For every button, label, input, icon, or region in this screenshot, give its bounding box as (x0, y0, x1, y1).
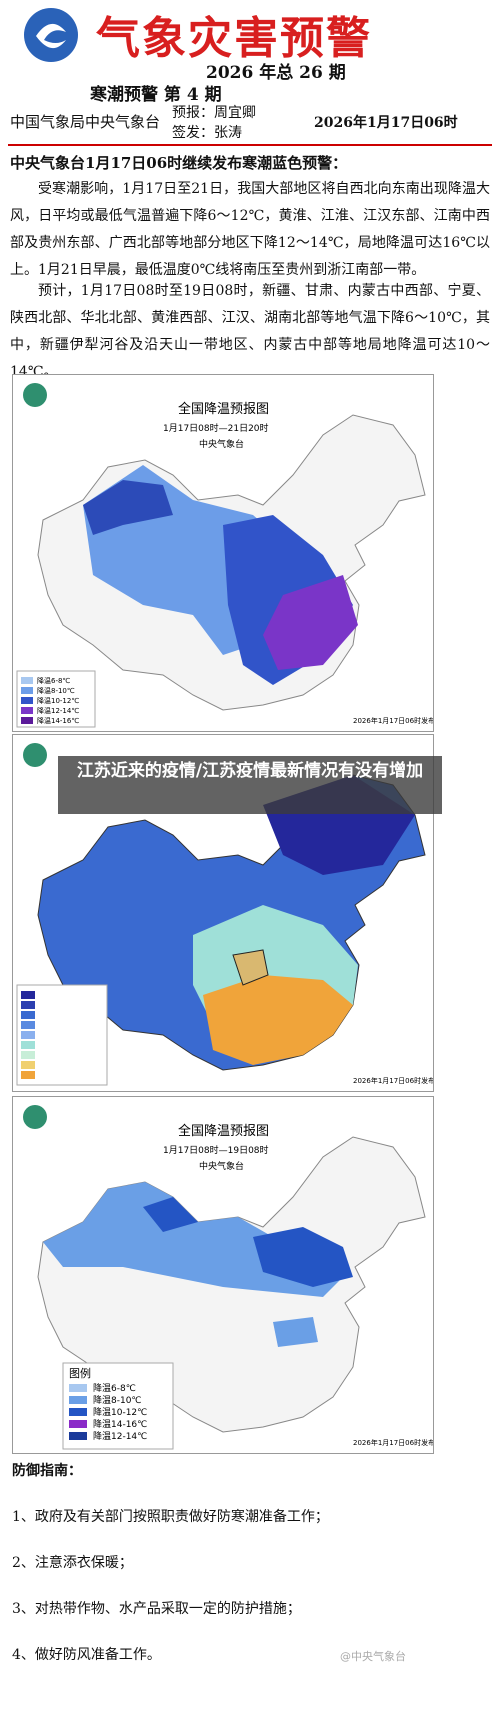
legend-label: 降温14-16℃ (37, 716, 79, 725)
logo (24, 8, 78, 62)
legend-swatch (21, 687, 33, 694)
overlay-title: 江苏近来的疫情/江苏疫情最新情况有没有增加 (58, 756, 442, 814)
legend-swatch (69, 1420, 87, 1428)
guide-item: 4、做好防风准备工作。 (12, 1647, 161, 1663)
map-source: 中央气象台 (199, 438, 244, 450)
legend-label: 降温8-10℃ (93, 1394, 142, 1406)
legend-title: 图例 (69, 1366, 91, 1380)
map-1: 全国降温预报图 1月17日08时—21日20时 中央气象台 降温6-8℃降温8-… (12, 374, 434, 732)
map-period: 1月17日08时—19日08时 (163, 1144, 269, 1156)
guide-title: 防御指南： (12, 1463, 82, 1479)
watermark: @中央气象台 (340, 1650, 406, 1663)
paragraph: 预计，1月17日08时至19日08时，新疆、甘肃、内蒙古中西部、宁夏、陕西北部、… (10, 283, 490, 380)
legend-swatch (21, 1051, 35, 1059)
signer: 签发：张涛 (172, 125, 242, 141)
legend-swatch (69, 1408, 87, 1416)
forecaster: 预报：周宜卿 (172, 105, 256, 121)
legend-label: 降温6-8℃ (93, 1382, 136, 1394)
legend-swatch (69, 1396, 87, 1404)
date: 2026年1月17日06时 (314, 115, 458, 131)
legend-label: 降温10-12℃ (37, 696, 79, 705)
legend-label: 降温12-14℃ (37, 706, 79, 715)
legend-swatch (69, 1384, 87, 1392)
rule (8, 144, 492, 146)
guide-item: 1、政府及有关部门按照职责做好防寒潮准备工作； (12, 1509, 329, 1525)
legend-label: 降温12-14℃ (93, 1430, 147, 1442)
legend-label: 降温14-16℃ (93, 1418, 147, 1430)
map-3: 全国降温预报图 1月17日08时—19日08时 中央气象台 图例 降温6-8℃降… (12, 1096, 434, 1454)
map-source: 中央气象台 (199, 1160, 244, 1172)
headline: 中央气象台1月17日06时继续发布寒潮蓝色预警： (10, 154, 348, 172)
legend-swatch (21, 1061, 35, 1069)
guide-item: 2、注意添衣保暖； (12, 1555, 133, 1571)
legend-label: 降温6-8℃ (37, 676, 70, 685)
legend-swatch (21, 991, 35, 999)
legend-swatch (21, 1071, 35, 1079)
legend-swatch (21, 1021, 35, 1029)
legend-swatch (21, 1011, 35, 1019)
legend-swatch (21, 707, 33, 714)
map-period: 1月17日08时—21日20时 (163, 422, 269, 434)
org: 中国气象局中央气象台 (10, 113, 161, 131)
legend-swatch (21, 1041, 35, 1049)
header-title: 气象灾害预警 (96, 13, 372, 64)
legend-label: 降温10-12℃ (93, 1406, 147, 1418)
legend-swatch (21, 1001, 35, 1009)
legend-swatch (21, 697, 33, 704)
guide-item: 3、对热带作物、水产品采取一定的防护措施； (12, 1601, 301, 1617)
map-title: 全国降温预报图 (178, 1123, 269, 1139)
subtitle: 寒潮预警 第 4 期 (90, 85, 222, 105)
legend-label: 降温8-10℃ (37, 686, 75, 695)
issued: 2026年1月17日06时发布 (353, 1076, 434, 1085)
paragraph: 受寒潮影响，1月17日至21日，我国大部地区将自西北向东南出现降温大风，日平均或… (10, 181, 490, 278)
issue: 2026 年总 26 期 (206, 63, 346, 83)
issued: 2026年1月17日06时发布 (353, 716, 434, 725)
issued: 2026年1月17日06时发布 (353, 1438, 434, 1447)
legend-swatch (21, 677, 33, 684)
legend-swatch (21, 1031, 35, 1039)
legend-swatch (21, 717, 33, 724)
legend-swatch (69, 1432, 87, 1440)
map-title: 全国降温预报图 (178, 401, 269, 417)
